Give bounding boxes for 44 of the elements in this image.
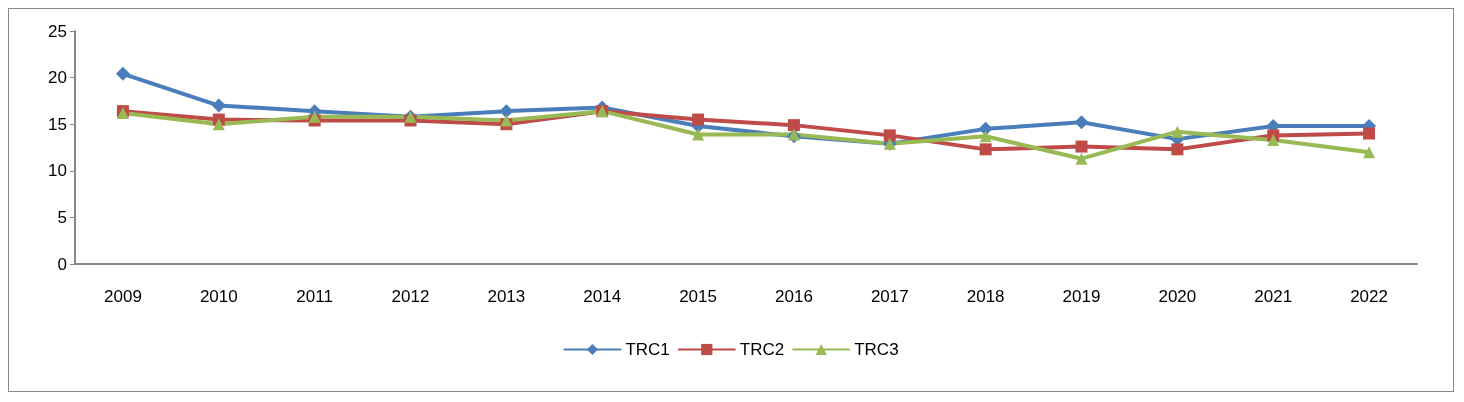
x-tick-label: 2020	[1158, 287, 1197, 306]
point	[692, 128, 705, 141]
point	[499, 104, 514, 119]
point	[1267, 134, 1280, 147]
legend-label: TRC3	[854, 340, 899, 359]
point	[883, 129, 896, 142]
x-tick-label: 2015	[679, 287, 717, 306]
point	[979, 130, 992, 143]
point	[978, 121, 993, 136]
x-tick-label: 2012	[391, 287, 430, 306]
x-tick-label: 2014	[583, 287, 622, 306]
point	[1171, 125, 1184, 138]
x-tick-label: 2018	[966, 287, 1005, 306]
point	[692, 113, 705, 126]
point	[1074, 115, 1089, 130]
x-tick-label: 2013	[487, 287, 526, 306]
point	[308, 110, 321, 123]
x-tick-label: 2021	[1254, 287, 1293, 306]
x-tick-label: 2016	[775, 287, 813, 306]
y-tick-label: 15	[48, 114, 67, 134]
x-tick-label: 2010	[199, 287, 238, 306]
y-tick-label: 0	[57, 254, 67, 274]
y-tick-label: 20	[48, 68, 67, 88]
x-tick-label: 2011	[296, 287, 333, 306]
point	[787, 119, 800, 132]
point	[1171, 143, 1184, 156]
point	[1363, 127, 1376, 140]
point	[1075, 152, 1088, 165]
point	[979, 143, 992, 156]
x-tick-label: 2009	[104, 287, 142, 306]
y-tick-label: 10	[48, 161, 67, 181]
point	[212, 118, 225, 131]
x-tick-label: 2022	[1350, 287, 1388, 306]
x-tick-label: 2017	[870, 287, 909, 306]
legend-label: TRC2	[739, 340, 785, 359]
legend-label: TRC1	[625, 340, 670, 359]
point	[1363, 146, 1376, 159]
y-tick-label: 5	[57, 207, 67, 227]
point	[115, 66, 130, 81]
point	[1075, 140, 1088, 153]
point	[500, 114, 513, 127]
x-tick-label: 2019	[1062, 287, 1101, 306]
point	[211, 98, 226, 113]
y-tick-label: 25	[48, 21, 67, 41]
